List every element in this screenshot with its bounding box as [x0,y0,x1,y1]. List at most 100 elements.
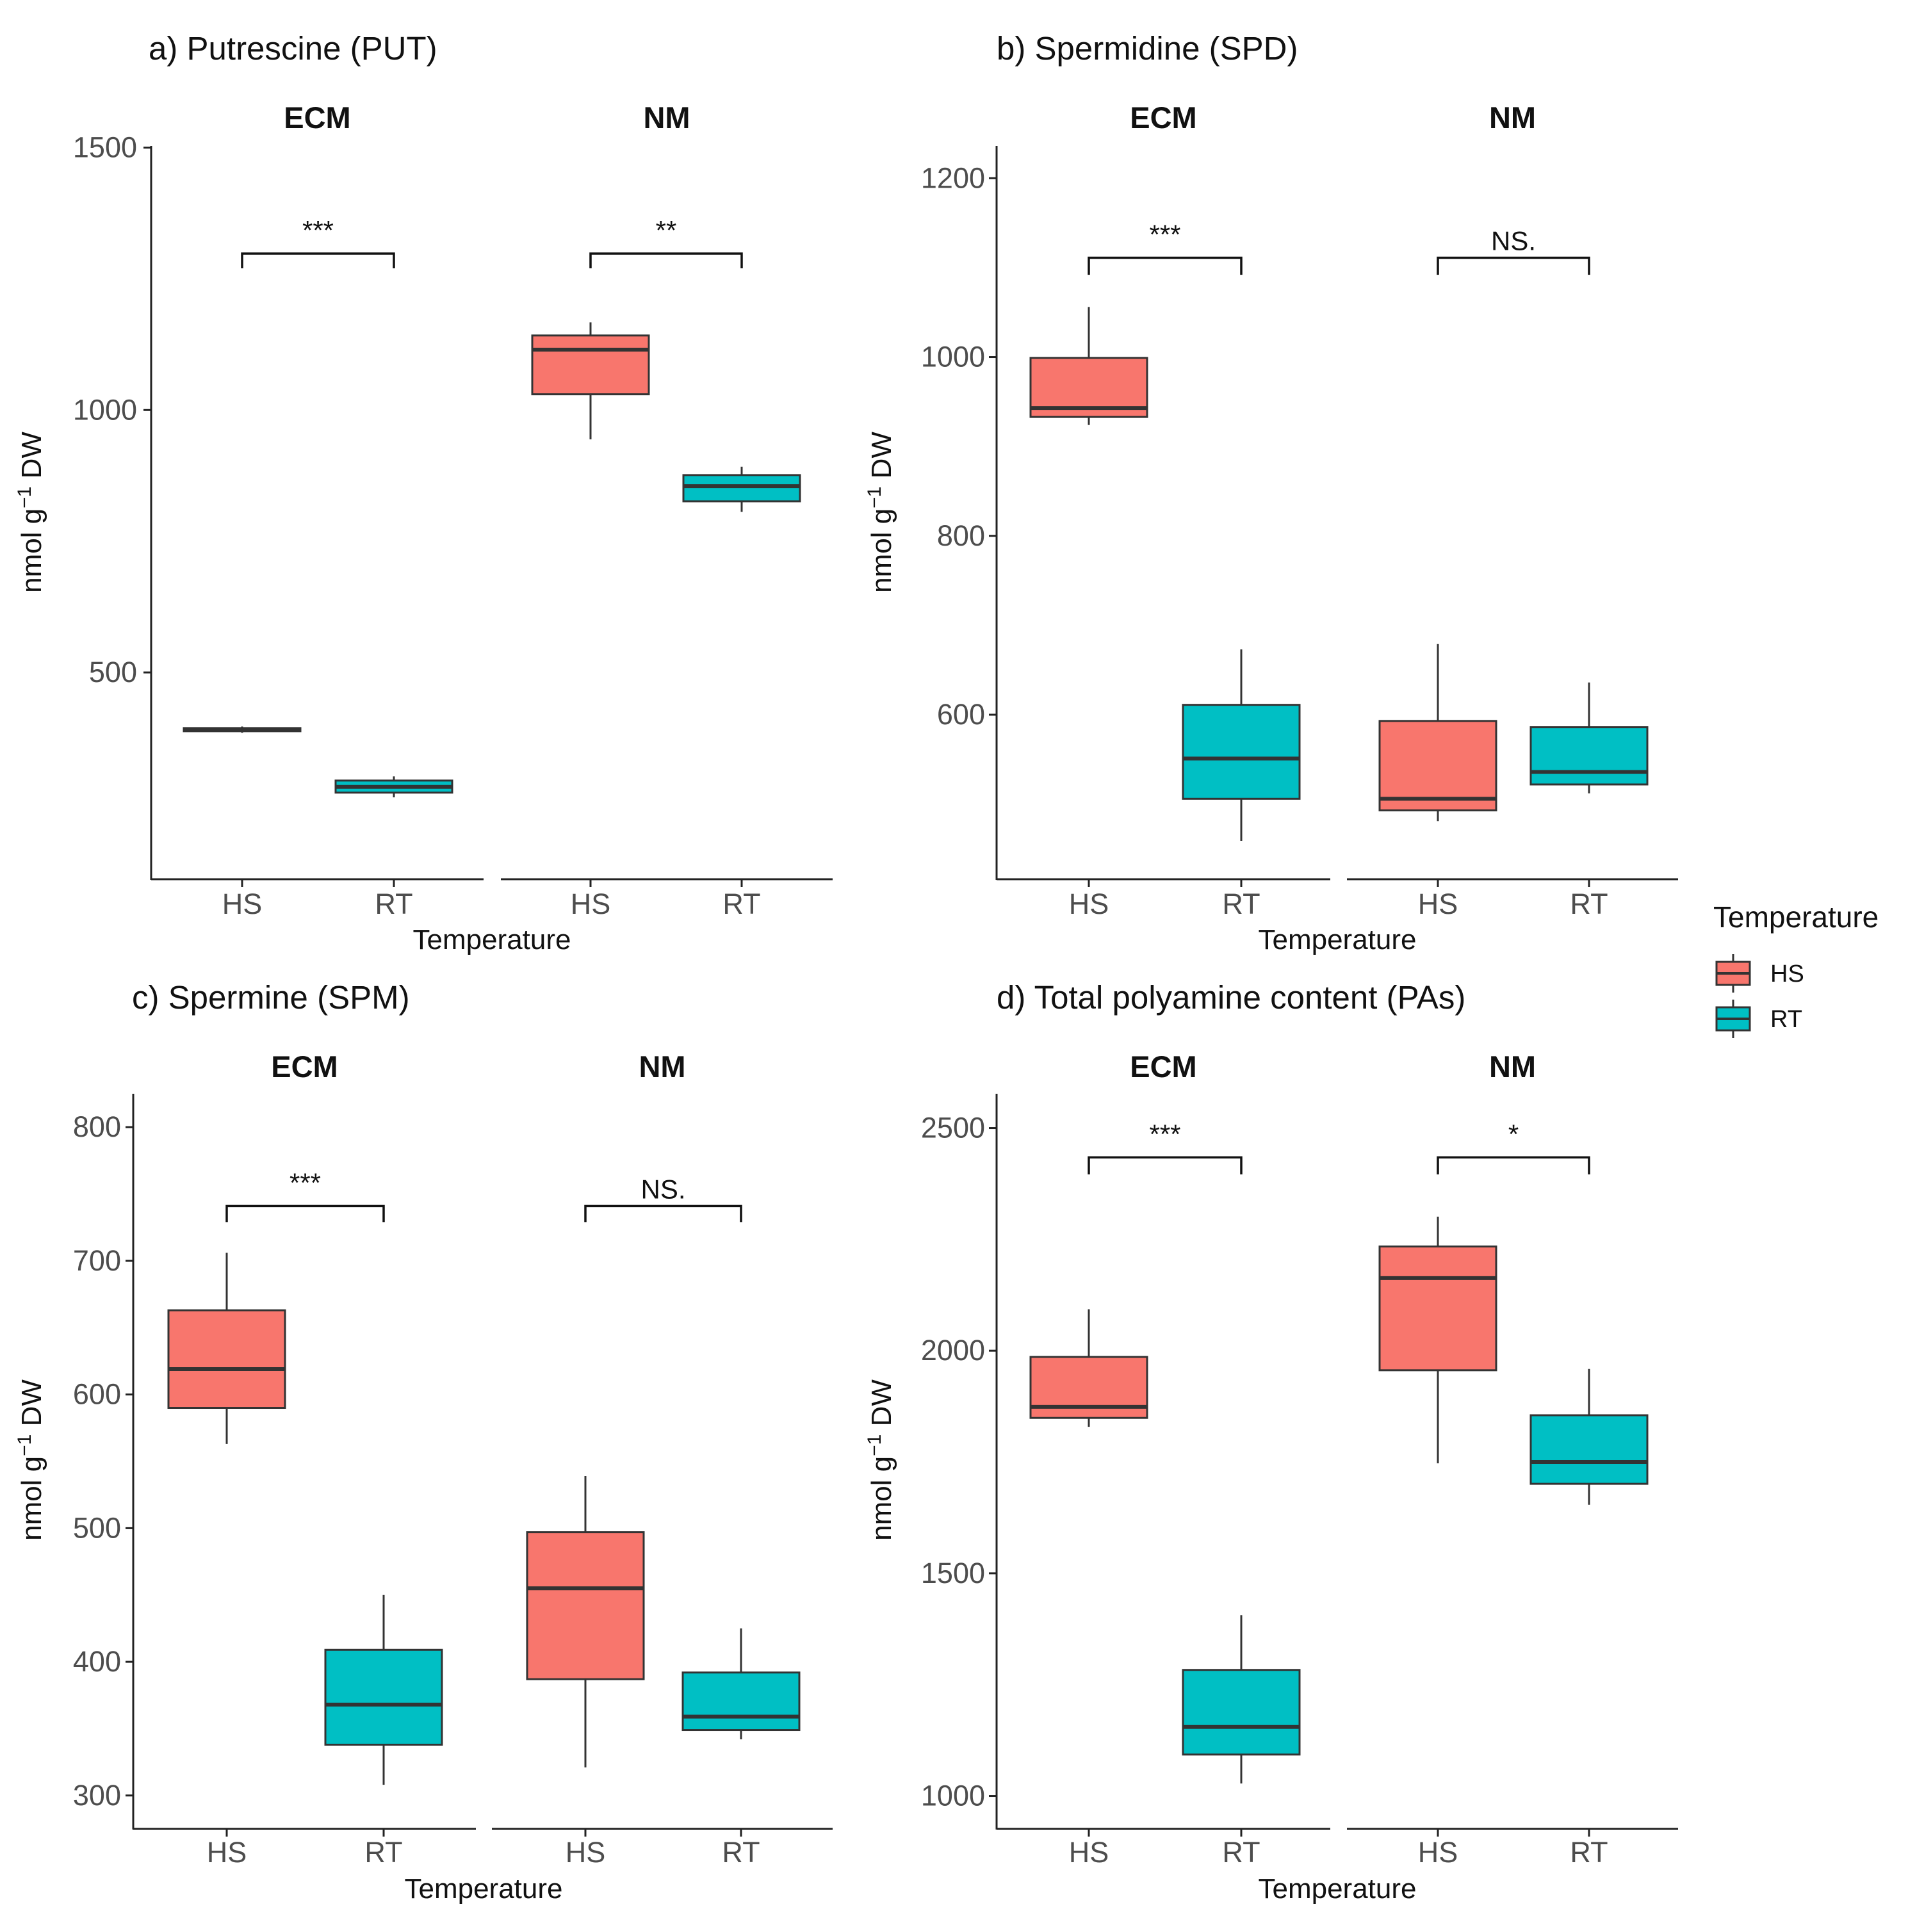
y-tick-label: 1000 [921,341,985,373]
y-axis-title-main: nmol g [16,1456,47,1541]
facet-strip-label: ECM [1130,1050,1196,1084]
box-rt [1182,649,1301,841]
box-rt [681,1628,801,1740]
y-axis-title-unit: DW [16,1379,47,1434]
significance-bracket [225,1205,385,1222]
box-body [1182,1669,1301,1756]
box-hs [526,1475,645,1767]
box-rt [1182,1615,1301,1784]
x-tick-label: HS [207,1836,247,1869]
y-tick-label: 500 [89,656,137,688]
x-axis-title: Temperature [1258,1873,1416,1904]
significance-bracket [1437,1156,1590,1174]
box-body [1029,1356,1148,1419]
y-axis-title-main: nmol g [16,508,47,593]
y-tick-label: 800 [937,519,985,552]
y-axis-title-unit: DW [866,1379,897,1434]
box-body [681,1671,801,1732]
x-tick-label: HS [566,1836,606,1869]
y-tick-label: 500 [73,1511,121,1544]
y-tick-label: 700 [73,1244,121,1277]
panel-title: d) Total polyamine content (PAs) [997,979,1465,1016]
y-tick-label: 400 [73,1645,121,1678]
y-tick-label: 1000 [73,393,137,426]
significance-label: *** [1149,1119,1180,1149]
y-axis-title-superscript: −1 [864,1434,885,1456]
y-axis-title-superscript: −1 [864,487,885,508]
significance-bracket [589,252,743,268]
x-axis-title: Temperature [404,1873,562,1904]
box-body [1529,726,1649,786]
legend-title: Temperature [1713,900,1879,934]
y-tick-label: 2500 [921,1112,985,1144]
x-tick-label: HS [1418,1836,1458,1869]
box-body [1529,1414,1649,1485]
panel-a: a) Putrescine (PUT) ECM NM 500 1000 1500 HS RT H… [14,30,833,955]
box-rt [1529,1368,1649,1505]
box-body [682,474,801,503]
box-hs [531,322,650,440]
y-tick-label: 2000 [921,1334,985,1367]
x-tick-label: HS [1418,888,1458,920]
panel-title: c) Spermine (SPM) [132,979,410,1016]
significance-bracket [1088,256,1243,275]
significance-label: *** [302,215,334,245]
x-tick-label: RT [1570,888,1608,920]
y-tick-label: 600 [937,698,985,731]
x-tick-label: HS [1069,888,1109,920]
legend-label: HS [1770,961,1804,987]
legend-key-rt: RT [1715,1000,1802,1038]
box-body [531,334,650,396]
x-tick-label: RT [364,1836,402,1869]
y-tick-label: 1200 [921,161,985,194]
y-axis-title-main: nmol g [866,1456,897,1541]
y-axis-title: nmol g−1 DW [14,432,47,593]
box-body [324,1648,443,1746]
x-tick-label: HS [571,888,611,920]
y-axis-title: nmol g−1 DW [864,1379,897,1541]
significance-bracket [1088,1156,1243,1174]
significance-bracket [241,252,395,268]
significance-label: *** [289,1167,321,1197]
panel-title: a) Putrescine (PUT) [149,30,437,67]
x-tick-label: RT [722,1836,760,1869]
x-tick-label: RT [1570,1836,1608,1869]
box-hs [1029,307,1148,425]
panel-d: d) Total polyamine content (PAs) ECM NM 100… [864,979,1678,1904]
y-tick-label: 1500 [921,1557,985,1589]
x-tick-label: RT [375,888,412,920]
panel-b: b) Spermidine (SPD) ECM NM 600 800 1000 1200 HS… [864,30,1678,955]
x-tick-label: HS [222,888,263,920]
legend: Temperature HS RT [1713,900,1879,1038]
y-axis-title: nmol g−1 DW [14,1379,47,1541]
x-tick-label: RT [1222,888,1260,920]
panel-c: c) Spermine (SPM) ECM NM 300 400 500 600 700 800… [14,979,833,1904]
box-rt [682,466,801,512]
x-tick-label: RT [1222,1836,1260,1869]
box-body [1378,720,1497,811]
significance-label: * [1508,1119,1519,1149]
legend-key-hs: HS [1715,954,1804,993]
significance-bracket [1437,256,1590,275]
significance-label: NS. [1491,226,1536,256]
y-axis-title-superscript: −1 [14,487,35,508]
facet-strip-label: ECM [284,101,350,134]
y-axis-title-unit: DW [16,432,47,487]
facet-strip-label: NM [1489,1050,1536,1084]
facet-strip-label: NM [639,1050,685,1084]
x-tick-label: HS [1069,1836,1109,1869]
x-axis-title: Temperature [412,924,571,955]
legend-label: RT [1770,1006,1802,1033]
y-axis-title-unit: DW [866,432,897,487]
box-body [167,1309,286,1409]
y-axis-title-superscript: −1 [14,1434,35,1456]
facet-strip-label: ECM [1130,101,1196,134]
facet-strip-label: NM [1489,101,1536,134]
box-rt [1529,682,1649,793]
facet-strip-label: ECM [271,1050,338,1084]
box-hs [1029,1309,1148,1427]
box-rt [334,776,453,798]
facet-strip-label: NM [643,101,690,134]
y-tick-label: 1000 [921,1780,985,1812]
